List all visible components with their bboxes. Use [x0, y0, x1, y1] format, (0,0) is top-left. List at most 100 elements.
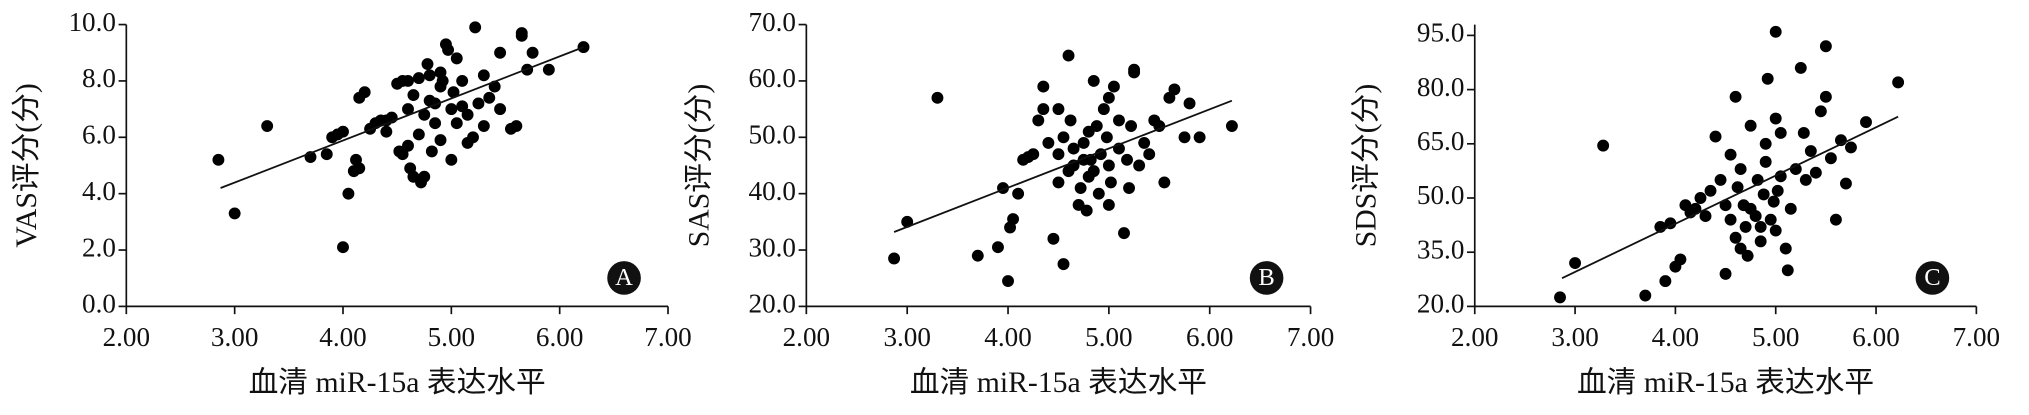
point [418, 108, 431, 121]
y-tick-label: 10.0 [69, 7, 116, 37]
point [1047, 232, 1060, 245]
point [1002, 275, 1014, 287]
panel-badge [607, 261, 641, 295]
point [1729, 231, 1742, 244]
point [1183, 97, 1196, 110]
y-tick-label: 80.0 [1417, 72, 1464, 102]
point [434, 134, 447, 147]
panel-badge [1915, 261, 1950, 295]
point [1704, 184, 1717, 197]
point [1797, 127, 1810, 139]
point [1074, 182, 1087, 194]
point [1829, 213, 1842, 226]
point [1754, 235, 1767, 248]
y-tick-label: 20.0 [1417, 289, 1464, 319]
trend-line [1561, 115, 1899, 280]
y-axis-label: SAS评分(分) [683, 84, 715, 247]
x-tick-label: 3.00 [1551, 322, 1598, 352]
point [1779, 242, 1792, 255]
x-tick-label: 5.00 [1752, 322, 1799, 352]
point [447, 86, 460, 99]
y-tick-label: 20.0 [749, 289, 796, 319]
point [1077, 136, 1090, 149]
point [1128, 63, 1141, 76]
point [1104, 176, 1117, 189]
point [1554, 291, 1566, 304]
point [1168, 83, 1181, 96]
point [1789, 163, 1802, 176]
point [1784, 202, 1797, 215]
point [450, 52, 463, 65]
x-tick-label: 4.00 [984, 322, 1031, 352]
point [1769, 224, 1782, 237]
point [1087, 165, 1100, 178]
point [1090, 120, 1103, 132]
y-tick-label: 60.0 [749, 63, 796, 93]
point [1138, 136, 1151, 149]
point [1133, 159, 1146, 172]
point [1674, 253, 1687, 266]
point [542, 63, 555, 76]
point [425, 145, 438, 158]
y-tick-label: 30.0 [749, 232, 796, 262]
point [461, 108, 474, 121]
point [1113, 114, 1125, 127]
y-tick-label: 50.0 [1417, 180, 1464, 210]
point [477, 120, 490, 132]
panel-badge [1249, 261, 1284, 295]
point [1744, 119, 1757, 132]
y-tick-label: 8.0 [82, 63, 116, 93]
point [1771, 184, 1784, 197]
x-tick-label: 6.00 [536, 322, 583, 352]
point [469, 21, 482, 34]
point [494, 103, 507, 116]
point [1057, 258, 1070, 271]
point [494, 46, 507, 59]
point [442, 43, 455, 56]
panel-label: B [1258, 264, 1274, 291]
point [228, 207, 241, 220]
y-axis-label: VAS评分(分) [11, 83, 43, 248]
point [337, 241, 349, 254]
point [1158, 176, 1171, 189]
y-tick-label: 65.0 [1417, 126, 1464, 156]
point [1118, 227, 1130, 240]
panel-label: A [615, 264, 633, 291]
point [1860, 116, 1872, 129]
x-tick-label: 4.00 [1652, 322, 1699, 352]
point [1804, 145, 1817, 157]
point [1761, 72, 1774, 85]
point [1062, 165, 1075, 178]
point [1125, 120, 1138, 132]
point [1819, 90, 1832, 103]
y-tick-label: 50.0 [749, 120, 796, 150]
point [1569, 257, 1582, 269]
point [1724, 213, 1737, 226]
point [421, 58, 434, 70]
point [1749, 210, 1762, 223]
point [1724, 148, 1737, 161]
point [1845, 141, 1857, 154]
x-tick-label: 2.00 [783, 322, 830, 352]
point [1052, 148, 1065, 161]
point [992, 241, 1004, 254]
point [1734, 163, 1747, 176]
point [1767, 195, 1780, 208]
point [320, 148, 333, 161]
point [1143, 148, 1156, 161]
x-tick-label: 5.00 [1085, 322, 1132, 352]
point [1057, 131, 1070, 144]
x-tick-label: 3.00 [883, 322, 930, 352]
point [1809, 166, 1822, 179]
point [358, 86, 371, 99]
point [1764, 213, 1777, 226]
point [1597, 139, 1610, 152]
point [1064, 114, 1077, 127]
point [1774, 170, 1787, 183]
x-axis-label: 血清 miR-15a 表达水平 [249, 366, 546, 399]
point [1100, 131, 1113, 144]
point [412, 72, 425, 85]
point [1714, 173, 1727, 186]
point [402, 74, 414, 87]
